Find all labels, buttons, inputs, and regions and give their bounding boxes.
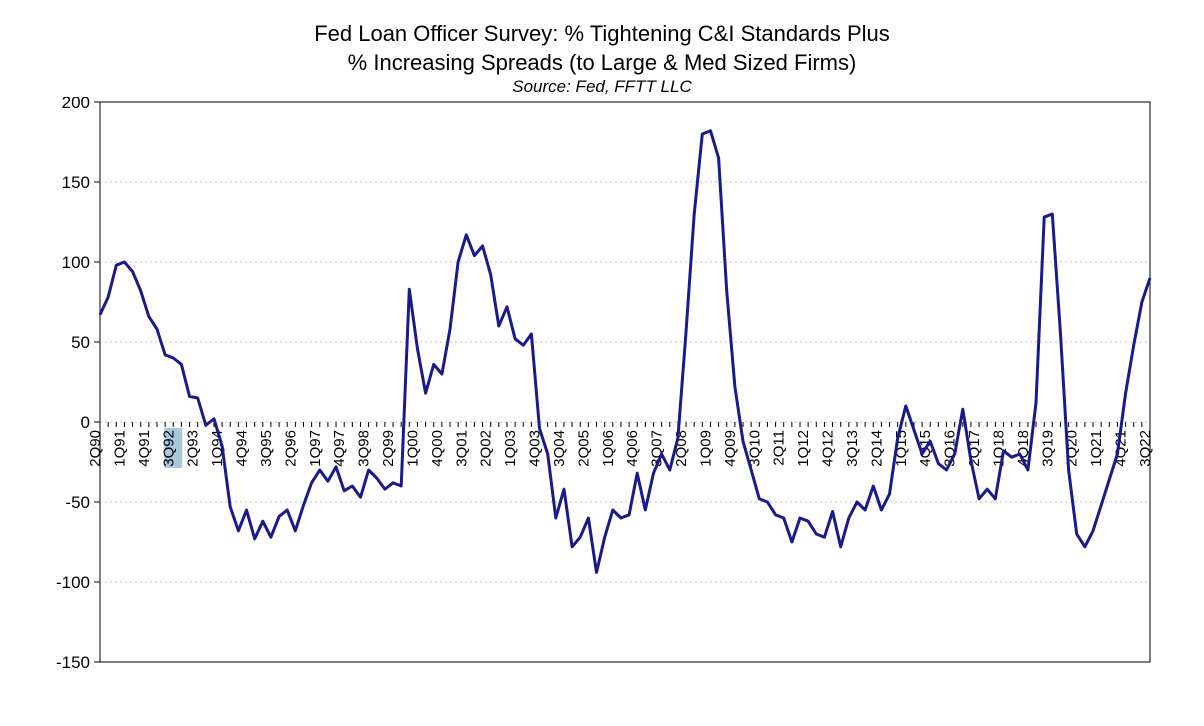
series-line — [100, 131, 1150, 573]
chart-title-line1: Fed Loan Officer Survey: % Tightening C&… — [20, 20, 1184, 49]
chart-source: Source: Fed, FFTT LLC — [20, 77, 1184, 97]
svg-text:1Q09: 1Q09 — [697, 430, 714, 467]
svg-text:3Q01: 3Q01 — [453, 430, 470, 467]
chart-title-line2: % Increasing Spreads (to Large & Med Siz… — [20, 49, 1184, 78]
svg-text:2Q05: 2Q05 — [575, 430, 592, 467]
svg-text:4Q12: 4Q12 — [820, 430, 837, 467]
svg-text:150: 150 — [62, 173, 90, 192]
svg-text:3Q13: 3Q13 — [844, 430, 861, 467]
svg-text:1Q21: 1Q21 — [1088, 430, 1105, 467]
svg-text:200: 200 — [62, 97, 90, 112]
svg-text:3Q19: 3Q19 — [1039, 430, 1056, 467]
svg-text:3Q95: 3Q95 — [258, 430, 275, 467]
svg-text:2Q02: 2Q02 — [478, 430, 495, 467]
svg-text:1Q97: 1Q97 — [307, 430, 324, 467]
svg-text:4Q91: 4Q91 — [136, 430, 153, 467]
svg-text:1Q18: 1Q18 — [990, 430, 1007, 467]
svg-text:1Q12: 1Q12 — [795, 430, 812, 467]
svg-text:4Q94: 4Q94 — [234, 430, 251, 467]
svg-text:1Q00: 1Q00 — [404, 430, 421, 467]
svg-text:100: 100 — [62, 253, 90, 272]
svg-text:2Q90: 2Q90 — [87, 430, 104, 467]
svg-text:1Q03: 1Q03 — [502, 430, 519, 467]
svg-text:-150: -150 — [56, 653, 90, 672]
svg-text:4Q09: 4Q09 — [722, 430, 739, 467]
svg-text:3Q98: 3Q98 — [356, 430, 373, 467]
svg-text:2Q96: 2Q96 — [282, 430, 299, 467]
svg-text:4Q00: 4Q00 — [429, 430, 446, 467]
svg-text:-50: -50 — [65, 493, 90, 512]
svg-text:2Q14: 2Q14 — [868, 430, 885, 467]
chart-svg: -150 -100 -50 0 50 100 150 200 2Q90 1Q91 4Q91 3Q92 2… — [20, 97, 1184, 697]
svg-text:2Q11: 2Q11 — [771, 430, 788, 466]
svg-text:4Q97: 4Q97 — [331, 430, 348, 467]
svg-text:1Q06: 1Q06 — [600, 430, 617, 467]
svg-text:50: 50 — [71, 333, 90, 352]
chart-container: Fed Loan Officer Survey: % Tightening C&… — [20, 20, 1184, 706]
svg-text:2Q93: 2Q93 — [185, 430, 202, 467]
svg-text:3Q92: 3Q92 — [160, 430, 177, 467]
svg-text:3Q22: 3Q22 — [1137, 430, 1154, 467]
svg-text:2Q99: 2Q99 — [380, 430, 397, 467]
svg-text:1Q91: 1Q91 — [111, 430, 128, 467]
svg-text:0: 0 — [81, 413, 90, 432]
svg-text:3Q04: 3Q04 — [551, 430, 568, 467]
svg-text:-100: -100 — [56, 573, 90, 592]
svg-text:4Q06: 4Q06 — [624, 430, 641, 467]
